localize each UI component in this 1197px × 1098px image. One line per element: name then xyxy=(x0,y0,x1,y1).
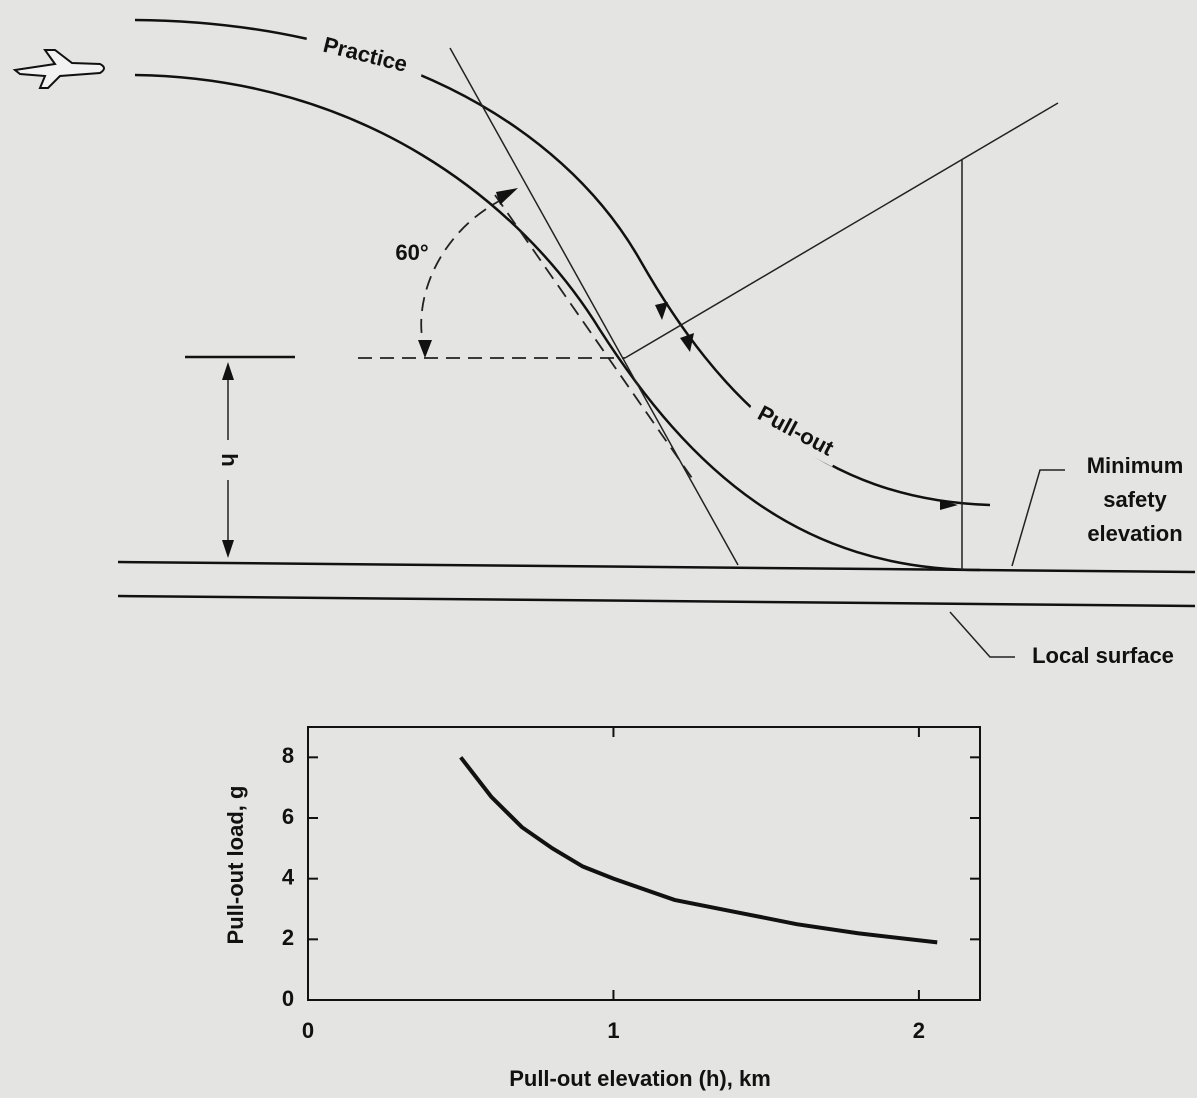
min-safety-label: elevation xyxy=(1087,521,1182,546)
y-axis-title: Pull-out load, g xyxy=(223,786,248,945)
x-tick-label: 1 xyxy=(607,1018,619,1043)
height-label: h xyxy=(217,453,242,466)
local-surface-label: Local surface xyxy=(1032,643,1174,668)
min-safety-label: Minimum xyxy=(1087,453,1184,478)
angle-label: 60° xyxy=(395,240,428,265)
x-tick-label: 2 xyxy=(913,1018,925,1043)
x-tick-label: 0 xyxy=(302,1018,314,1043)
y-tick-label: 6 xyxy=(282,804,294,829)
figure: Practice Pull-out h 60° Minimum safety e… xyxy=(0,0,1197,1098)
y-tick-label: 8 xyxy=(282,743,294,768)
min-safety-label: safety xyxy=(1103,487,1167,512)
y-tick-label: 0 xyxy=(282,986,294,1011)
y-tick-label: 2 xyxy=(282,925,294,950)
y-tick-label: 4 xyxy=(282,864,295,889)
x-axis-title: Pull-out elevation (h), km xyxy=(509,1066,771,1091)
